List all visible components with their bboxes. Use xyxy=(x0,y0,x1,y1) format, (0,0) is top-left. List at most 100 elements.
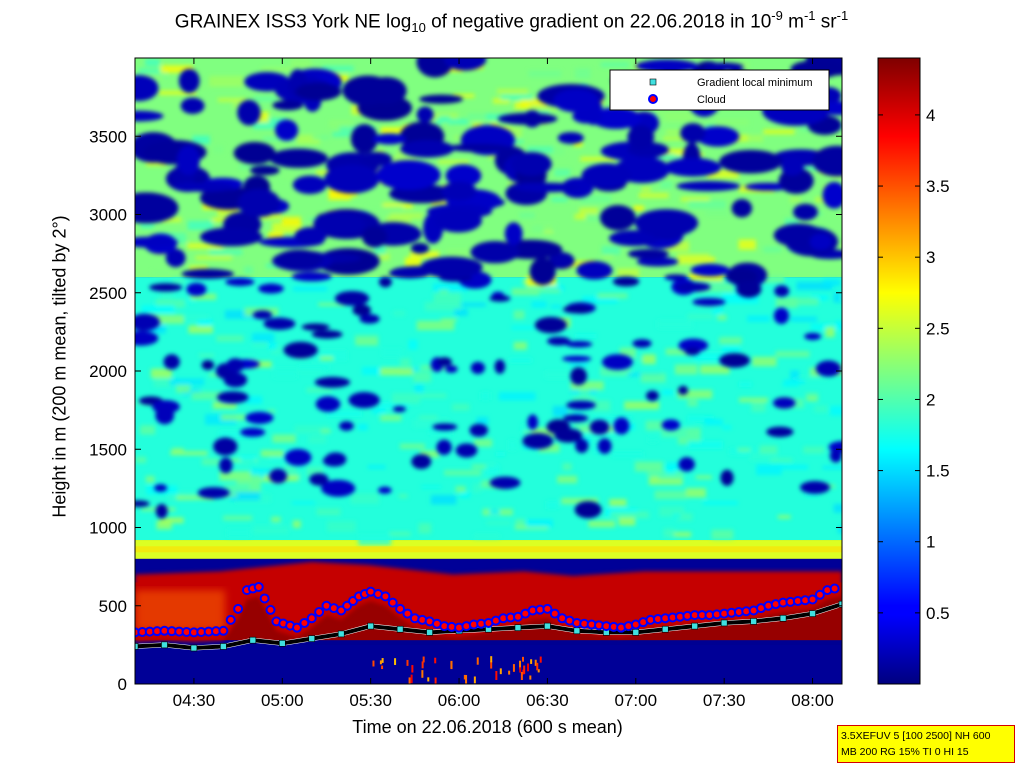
y-tick-label: 500 xyxy=(99,597,127,616)
blue-patch xyxy=(455,443,478,458)
blue-patch xyxy=(441,181,477,201)
speckle xyxy=(450,661,453,669)
texture-patch xyxy=(497,88,529,95)
speckle xyxy=(372,660,375,667)
texture-patch xyxy=(751,400,766,412)
speckle xyxy=(512,664,515,672)
texture-patch xyxy=(703,501,738,505)
legend-marker-square xyxy=(649,78,657,86)
texture-patch xyxy=(419,415,438,419)
texture-patch xyxy=(509,357,532,363)
blue-patch xyxy=(570,367,588,386)
speckle xyxy=(406,659,409,666)
texture-patch xyxy=(796,281,833,291)
texture-patch xyxy=(515,518,525,526)
texture-patch xyxy=(408,339,418,350)
texture-patch xyxy=(367,205,403,214)
x-tick-label: 05:30 xyxy=(349,691,392,710)
gradient-minimum-marker xyxy=(544,622,551,630)
texture-patch xyxy=(840,292,842,302)
texture-patch xyxy=(410,251,440,259)
blue-patch xyxy=(149,283,183,292)
cloud-marker xyxy=(218,625,229,636)
speckle xyxy=(495,670,498,680)
gradient-minimum-marker xyxy=(161,641,168,649)
heatmap-area xyxy=(135,58,842,684)
texture-patch xyxy=(140,425,156,435)
blue-patch xyxy=(773,397,796,409)
texture-patch xyxy=(272,434,296,443)
texture-patch xyxy=(592,400,611,411)
speckle xyxy=(421,670,424,678)
texture-patch xyxy=(435,118,469,125)
blue-patch xyxy=(237,188,281,218)
texture-patch xyxy=(833,503,842,513)
texture-patch xyxy=(161,217,182,223)
texture-patch xyxy=(223,515,253,521)
texture-patch xyxy=(253,95,277,103)
texture-patch xyxy=(676,253,710,265)
texture-patch xyxy=(440,318,457,322)
texture-patch xyxy=(282,172,312,180)
blue-patch xyxy=(793,203,818,221)
blue-patch xyxy=(365,76,407,105)
gradient-minimum-marker xyxy=(661,625,669,633)
texture-patch xyxy=(618,514,636,526)
x-tick-label: 05:00 xyxy=(261,691,304,710)
blue-patch xyxy=(720,469,734,486)
texture-patch xyxy=(792,376,829,380)
speckle xyxy=(522,656,525,662)
colorbar-tick-label: 4 xyxy=(926,106,935,125)
texture-patch xyxy=(722,425,732,430)
blue-patch xyxy=(675,282,711,292)
colorbar: 0.5 1 1.5 2 2.5 3 3.5 4 xyxy=(877,57,950,685)
texture-patch xyxy=(661,427,699,438)
texture-patch xyxy=(747,315,770,322)
texture-patch xyxy=(382,203,413,209)
texture-patch xyxy=(261,450,284,457)
texture-patch xyxy=(209,75,244,87)
speckle xyxy=(411,665,414,673)
texture-patch xyxy=(705,210,729,216)
blue-patch xyxy=(504,222,523,246)
blue-patch xyxy=(321,479,356,497)
blue-patch xyxy=(155,503,168,519)
texture-patch xyxy=(657,149,695,153)
cloud-marker xyxy=(225,614,236,625)
settings-line-1: 3.5XEFUV 5 [100 2500] NH 600 xyxy=(841,730,991,742)
blue-patch xyxy=(176,145,200,175)
gradient-minimum-marker xyxy=(190,644,198,652)
texture-patch xyxy=(759,445,778,454)
texture-patch xyxy=(831,175,842,180)
texture-patch xyxy=(552,406,568,417)
blue-patch xyxy=(766,426,794,438)
texture-patch xyxy=(216,335,244,342)
blue-patch xyxy=(822,181,842,209)
texture-patch xyxy=(459,492,471,498)
gradient-minimum-marker xyxy=(249,636,257,644)
texture-patch xyxy=(569,362,589,367)
blue-patch xyxy=(664,157,722,177)
blue-patch xyxy=(135,330,159,346)
blue-patch xyxy=(309,473,329,486)
texture-patch xyxy=(170,451,208,456)
texture-patch xyxy=(312,135,330,140)
texture-patch xyxy=(140,74,165,80)
texture-patch xyxy=(171,448,184,452)
texture-patch xyxy=(580,156,616,162)
blue-patch xyxy=(432,423,458,431)
texture-patch xyxy=(514,101,530,110)
blue-patch xyxy=(376,160,441,190)
blue-patch xyxy=(664,274,688,281)
texture-patch xyxy=(579,207,599,219)
blue-patch xyxy=(800,480,830,494)
texture-patch xyxy=(695,475,712,479)
legend-marker-circle xyxy=(648,94,658,104)
texture-patch xyxy=(763,246,782,253)
blue-patch xyxy=(360,151,393,167)
blue-patch xyxy=(744,182,791,191)
blue-patch xyxy=(612,276,640,287)
blue-patch xyxy=(361,226,388,248)
blue-patch xyxy=(527,414,538,430)
texture-patch xyxy=(796,297,819,306)
